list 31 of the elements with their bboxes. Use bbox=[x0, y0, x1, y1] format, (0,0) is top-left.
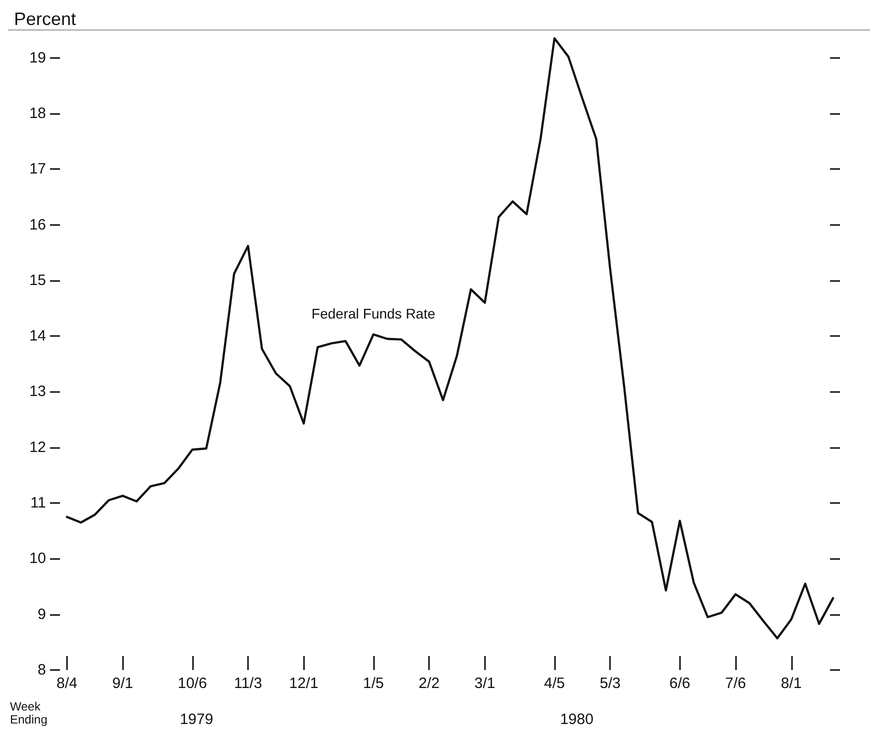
y-tick-label: 17 bbox=[29, 160, 46, 178]
text: 1980 bbox=[560, 711, 594, 728]
y-tick-label: 16 bbox=[29, 216, 46, 234]
y-tick-label: 18 bbox=[29, 104, 46, 122]
x-tick-label: 7/6 bbox=[725, 675, 746, 692]
x-tick-label: 2/2 bbox=[418, 675, 440, 692]
x-tick-label: 5/3 bbox=[600, 675, 621, 692]
x-tick-label: 3/1 bbox=[474, 675, 496, 692]
y-tick-label: 11 bbox=[30, 494, 46, 512]
x-tick-label: 8/1 bbox=[780, 675, 802, 692]
series-label: Federal Funds Rate bbox=[312, 305, 436, 322]
y-tick-label: 14 bbox=[29, 328, 46, 345]
x-tick-label: 9/1 bbox=[112, 675, 134, 692]
y-tick-label: 15 bbox=[29, 272, 46, 289]
x-tick-label: 1/5 bbox=[362, 675, 384, 692]
y-tick-label: 8 bbox=[38, 662, 46, 678]
y-tick-label: 9 bbox=[38, 606, 46, 623]
line-series bbox=[66, 37, 834, 640]
x-tick-label: 11/3 bbox=[234, 675, 262, 692]
x-tick-label: 4/5 bbox=[544, 675, 565, 692]
x-tick-label: 8/4 bbox=[56, 675, 78, 692]
x-tick-label: 12/1 bbox=[289, 675, 318, 692]
x-tick-label: 6/6 bbox=[669, 675, 690, 692]
x-tick-label: 10/6 bbox=[178, 675, 207, 692]
x-axis-title: Week Ending bbox=[10, 700, 48, 726]
y-axis-title: Percent bbox=[14, 9, 76, 29]
y-tick-label: 12 bbox=[29, 438, 46, 456]
y-tick-label: 13 bbox=[29, 383, 46, 400]
text: 1979 bbox=[180, 711, 214, 728]
y-tick-label: 10 bbox=[29, 550, 46, 568]
y-tick-label: 19 bbox=[29, 49, 46, 66]
